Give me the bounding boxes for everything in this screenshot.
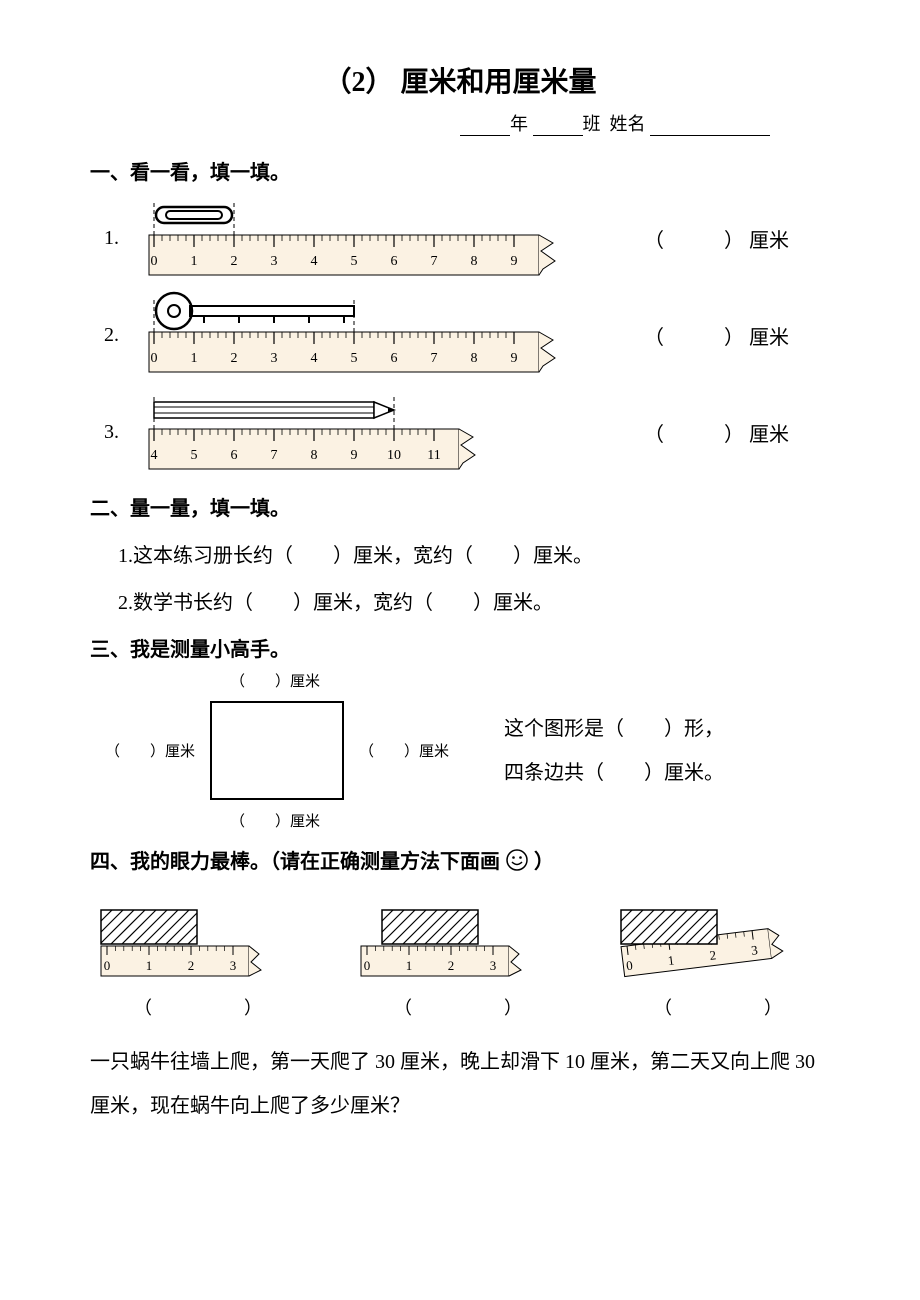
label-name: 姓名 [610,114,646,134]
svg-text:2: 2 [188,958,195,973]
blank-name[interactable] [650,117,770,136]
ruler-wrap: 4 5 6 7 8 9 10 11 [144,387,584,478]
svg-text:0: 0 [151,351,158,366]
svg-text:7: 7 [431,254,438,269]
svg-text:3: 3 [490,958,497,973]
svg-text:1: 1 [406,958,413,973]
sq-left-label: （ ）厘米 [90,740,210,761]
section1-item: 1. 0 1 2 3 4 5 6 7 8 9 （ ） 厘米 [90,193,830,284]
section3-text1: 这个图形是（ ）形， [504,707,724,751]
small-ruler-figure: 0 1 2 3 [95,904,305,989]
svg-text:1: 1 [191,254,198,269]
label-year: 年 [510,114,528,134]
sq-right-label: （ ）厘米 [344,740,464,761]
svg-text:2: 2 [448,958,455,973]
sq-top-label: （ ）厘米 [210,670,340,691]
section4-answer-blank[interactable]: （ ） [350,994,570,1020]
section1-head: 一、看一看，填一填。 [90,156,830,185]
ruler-wrap: 0 1 2 3 4 5 6 7 8 9 [144,193,584,284]
answer-blank[interactable]: （ ） 厘米 [644,224,789,253]
svg-text:8: 8 [471,254,478,269]
answer-blank[interactable]: （ ） 厘米 [644,321,789,350]
section3-head: 三、我是测量小高手。 [90,633,830,662]
svg-text:0: 0 [151,254,158,269]
page-title: （2） 厘米和用厘米量 [90,60,830,100]
section4-answer-blank[interactable]: （ ） [610,994,830,1020]
sq-bottom-label: （ ）厘米 [210,810,340,831]
svg-text:3: 3 [230,958,237,973]
svg-text:1: 1 [191,351,198,366]
section2-head: 二、量一量，填一填。 [90,492,830,521]
svg-text:2: 2 [231,254,238,269]
svg-text:6: 6 [231,448,238,463]
ruler-figure: 4 5 6 7 8 9 10 11 [144,387,584,473]
label-class: 班 [583,114,601,134]
svg-text:4: 4 [311,254,318,269]
square-shape [210,701,344,800]
svg-text:0: 0 [364,958,371,973]
section4-answer-blank[interactable]: （ ） [90,994,310,1020]
small-ruler-figure: 0 1 2 3 [355,904,565,989]
svg-text:9: 9 [511,351,518,366]
ruler-figure: 0 1 2 3 4 5 6 7 8 9 [144,290,584,376]
section2-q1: 1.这本练习册长约（ ）厘米，宽约（ ）厘米。 [118,539,830,568]
svg-text:9: 9 [511,254,518,269]
section2-q2: 2.数学书长约（ ）厘米，宽约（ ）厘米。 [118,586,830,615]
svg-text:5: 5 [351,351,358,366]
section4-item: 0123 （ ） [610,904,830,1020]
svg-text:4: 4 [311,351,318,366]
item-number: 2. [90,324,144,347]
svg-text:0: 0 [104,958,111,973]
svg-text:6: 6 [391,254,398,269]
svg-text:2: 2 [231,351,238,366]
section4-item: 0 1 2 3 （ ） [90,904,310,1020]
smile-icon [505,848,529,872]
word-problem: 一只蜗牛往墙上爬，第一天爬了 30 厘米，晚上却滑下 10 厘米，第二天又向上爬… [90,1040,830,1128]
svg-text:7: 7 [271,448,278,463]
svg-text:5: 5 [351,254,358,269]
ruler-wrap: 0 1 2 3 4 5 6 7 8 9 [144,290,584,381]
section1-item: 3. 4 5 6 7 8 9 10 11 （ ） 厘米 [90,387,830,478]
section3-text2: 四条边共（ ）厘米。 [504,751,724,795]
small-ruler-figure: 0123 [615,904,825,989]
section4-head-a: 四、我的眼力最棒。（请在正确测量方法下面画 [90,851,505,873]
ruler-figure: 0 1 2 3 4 5 6 7 8 9 [144,193,584,279]
blank-year[interactable] [460,117,510,136]
svg-text:10: 10 [387,448,401,463]
section4-head: 四、我的眼力最棒。（请在正确测量方法下面画 ） [90,845,830,874]
svg-text:9: 9 [351,448,358,463]
svg-text:3: 3 [271,351,278,366]
svg-text:8: 8 [471,351,478,366]
item-number: 1. [90,227,144,250]
svg-text:6: 6 [391,351,398,366]
answer-blank[interactable]: （ ） 厘米 [644,418,789,447]
section1-item: 2. 0 1 2 3 4 5 6 7 8 9 （ ） 厘米 [90,290,830,381]
item-number: 3. [90,421,144,444]
header-line: 年 班 姓名 [90,110,830,136]
svg-text:8: 8 [311,448,318,463]
svg-text:7: 7 [431,351,438,366]
blank-class[interactable] [533,117,583,136]
svg-text:1: 1 [146,958,153,973]
section4-item: 0 1 2 3 （ ） [350,904,570,1020]
svg-text:5: 5 [191,448,198,463]
svg-text:11: 11 [427,448,440,463]
section4-head-b: ） [534,851,554,873]
svg-text:4: 4 [151,448,158,463]
svg-text:3: 3 [271,254,278,269]
